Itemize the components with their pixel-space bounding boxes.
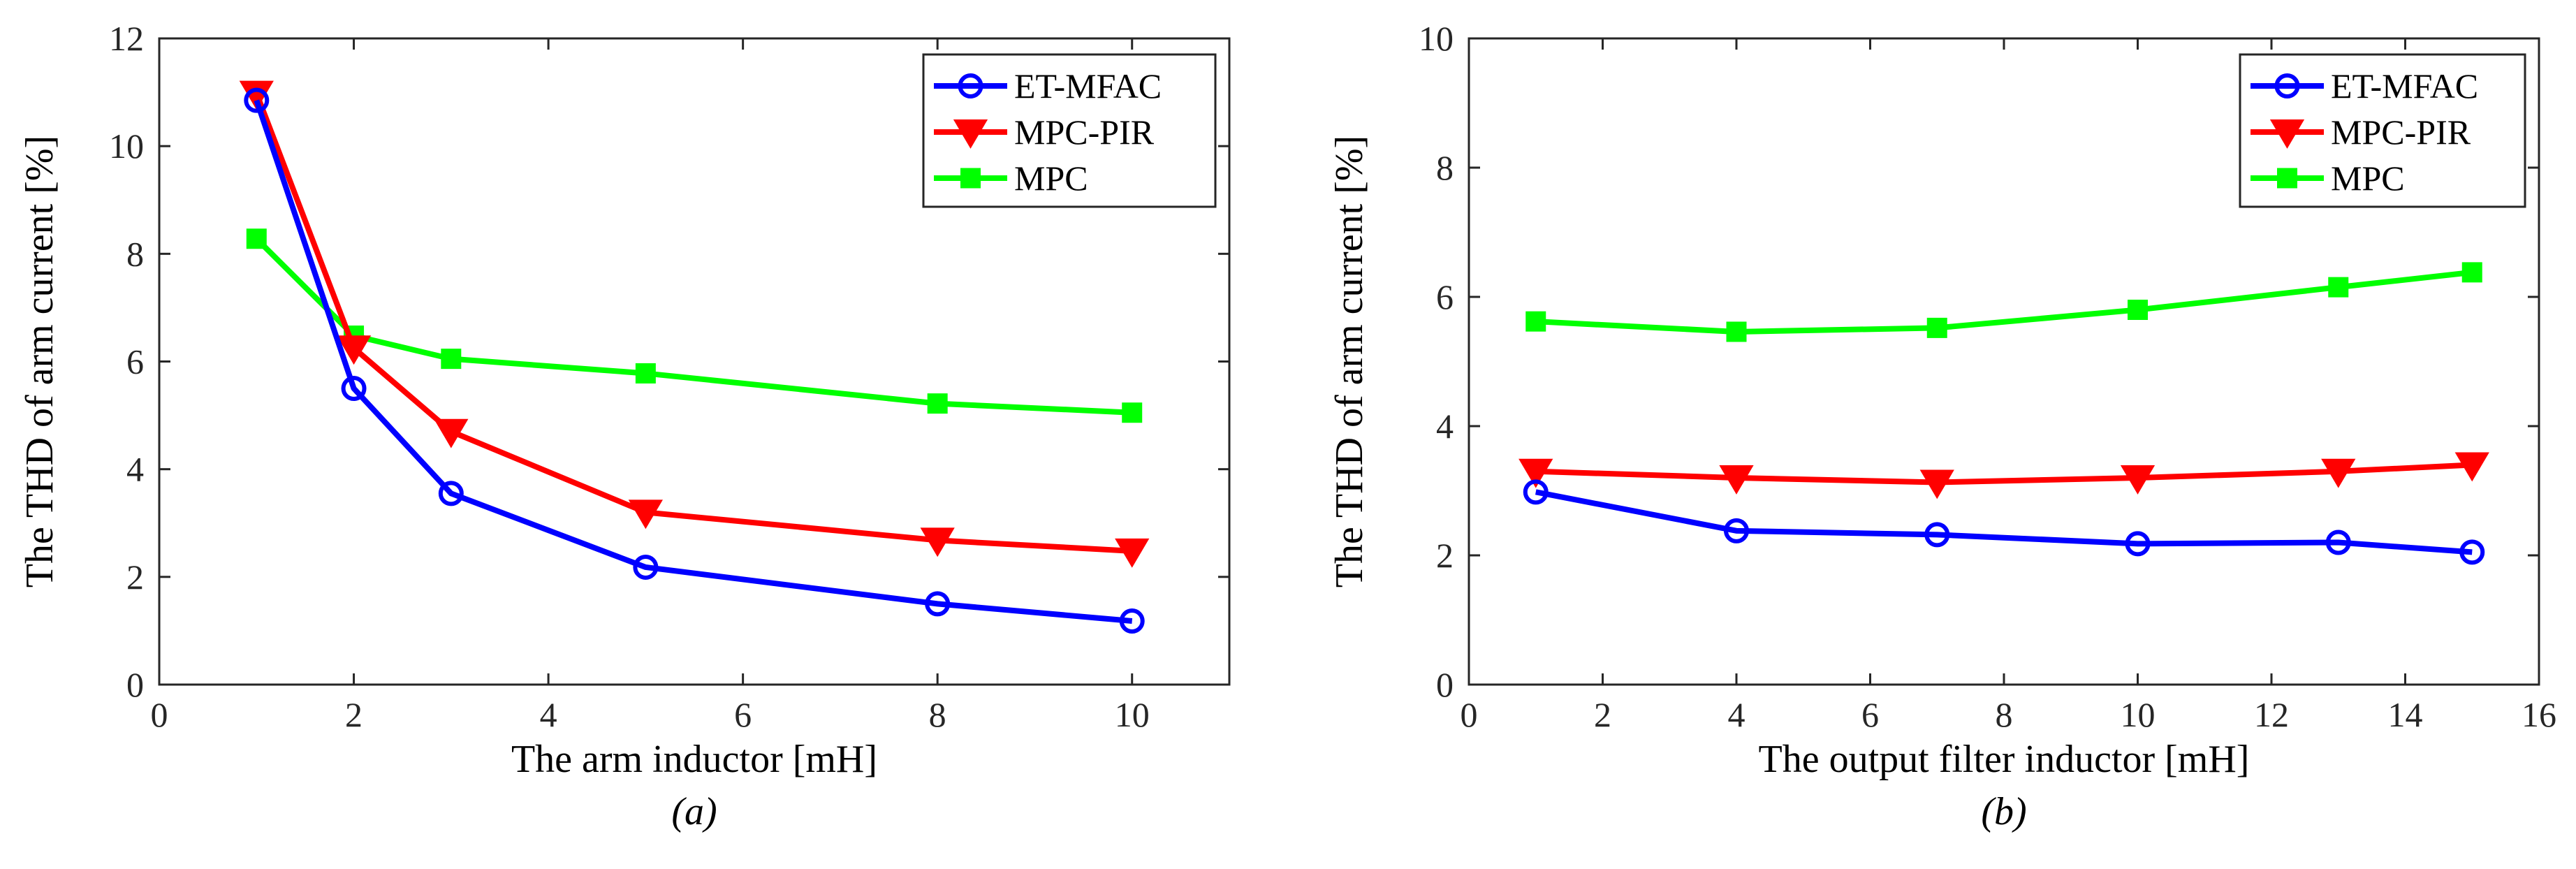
legend-entry-label: ET-MFAC bbox=[2331, 66, 2478, 105]
series-et-mfac bbox=[244, 87, 1145, 634]
x-tick-label: 6 bbox=[1861, 695, 1879, 734]
legend: ET-MFAC MPC-PIR MPC bbox=[922, 53, 1217, 208]
data-point bbox=[1122, 402, 1143, 423]
series-mpc bbox=[1525, 262, 2482, 342]
data-point bbox=[1924, 522, 1950, 548]
x-tick-label: 12 bbox=[2254, 695, 2289, 734]
x-tick-label: 8 bbox=[1996, 695, 2013, 734]
data-point bbox=[2461, 262, 2482, 283]
data-point bbox=[2328, 277, 2349, 298]
data-point bbox=[2321, 458, 2356, 488]
y-tick-label: 0 bbox=[126, 665, 144, 704]
y-tick-label: 8 bbox=[1436, 148, 1454, 187]
y-tick-label: 4 bbox=[126, 450, 144, 489]
series-et-mfac bbox=[1523, 479, 2485, 565]
y-tick-label: 6 bbox=[1436, 277, 1454, 316]
x-tick-label: 2 bbox=[1594, 695, 1611, 734]
series-mpc-pir bbox=[239, 80, 1150, 568]
data-point bbox=[1726, 321, 1747, 342]
data-point bbox=[2125, 531, 2151, 557]
data-point bbox=[341, 376, 367, 402]
x-tick-label: 10 bbox=[2121, 695, 2156, 734]
data-point bbox=[2325, 530, 2351, 555]
data-point bbox=[2459, 539, 2485, 565]
x-tick-label: 4 bbox=[1728, 695, 1746, 734]
x-tick-label: 10 bbox=[1115, 695, 1150, 734]
data-point bbox=[925, 591, 951, 617]
x-tick-label: 6 bbox=[734, 695, 752, 734]
legend-entry-label: ET-MFAC bbox=[1014, 66, 1162, 105]
x-axis-title: The output filter inductor [mH] bbox=[1759, 738, 2250, 781]
data-point bbox=[438, 481, 464, 506]
legend-entry-label: MPC-PIR bbox=[2331, 112, 2471, 152]
data-point bbox=[336, 335, 372, 365]
series-line bbox=[254, 236, 1132, 416]
data-point bbox=[1926, 317, 1947, 338]
series-mpc bbox=[246, 228, 1143, 423]
x-axis-title: The arm inductor [mH] bbox=[511, 738, 877, 781]
x-tick-label: 0 bbox=[151, 695, 168, 734]
panel-caption: (a) bbox=[671, 790, 717, 833]
legend: ET-MFAC MPC-PIR MPC bbox=[2239, 53, 2526, 208]
data-point bbox=[628, 499, 663, 530]
series-line bbox=[1535, 489, 2473, 555]
panel-caption: (b) bbox=[1981, 790, 2026, 833]
series-line bbox=[254, 99, 1133, 625]
data-point bbox=[1724, 518, 1749, 543]
y-tick-label: 2 bbox=[1436, 536, 1454, 575]
legend-swatch-marker bbox=[2274, 73, 2300, 98]
data-point bbox=[1919, 469, 1954, 499]
series-line bbox=[1535, 462, 2473, 485]
series-line bbox=[1535, 269, 2473, 335]
x-tick-label: 14 bbox=[2388, 695, 2423, 734]
legend-swatch-marker bbox=[2269, 119, 2305, 149]
legend-entry-label: MPC-PIR bbox=[1014, 112, 1155, 152]
x-tick-label: 0 bbox=[1461, 695, 1478, 734]
series-line bbox=[254, 92, 1132, 554]
data-point bbox=[2454, 452, 2489, 482]
data-point bbox=[434, 418, 469, 448]
data-point bbox=[633, 554, 659, 580]
y-tick-label: 10 bbox=[109, 126, 144, 166]
legend-swatch-marker bbox=[953, 119, 988, 149]
x-tick-label: 2 bbox=[345, 695, 363, 734]
data-point bbox=[635, 363, 656, 384]
x-tick-label: 8 bbox=[929, 695, 946, 734]
data-point bbox=[244, 87, 270, 113]
data-point bbox=[246, 228, 267, 249]
legend-swatch-marker bbox=[2277, 168, 2297, 189]
chart-panel-b: 0 2 4 6 8 10 12 14 16 0 2 4 6 8 10 The output filter in… bbox=[1328, 19, 2556, 833]
chart-panel-a: 0 2 4 6 8 10 0 2 4 6 8 10 12 The arm inductor [mH] The… bbox=[18, 19, 1231, 833]
y-tick-label: 10 bbox=[1419, 19, 1454, 58]
y-tick-label: 6 bbox=[126, 342, 144, 381]
data-point bbox=[2120, 465, 2156, 495]
y-tick-label: 12 bbox=[109, 19, 144, 58]
y-axis-title: The THD of arm current [%] bbox=[18, 136, 61, 587]
legend-entry-label: MPC bbox=[1014, 159, 1088, 198]
data-point bbox=[441, 349, 462, 370]
y-tick-label: 0 bbox=[1436, 665, 1454, 704]
data-point bbox=[927, 393, 948, 414]
y-axis-title: The THD of arm current [%] bbox=[1328, 136, 1371, 587]
x-tick-label: 16 bbox=[2522, 695, 2556, 734]
y-tick-label: 4 bbox=[1436, 407, 1454, 446]
data-point bbox=[1523, 479, 1549, 505]
series-mpc-pir bbox=[1518, 452, 2489, 499]
y-tick-label: 2 bbox=[126, 557, 144, 597]
y-tick-label: 8 bbox=[126, 234, 144, 273]
data-point bbox=[1119, 608, 1145, 634]
data-point bbox=[920, 527, 955, 557]
legend-swatch-marker bbox=[960, 168, 981, 189]
data-point bbox=[1525, 311, 1546, 332]
data-point bbox=[2128, 300, 2148, 320]
x-tick-label: 4 bbox=[540, 695, 557, 734]
legend-swatch-marker bbox=[958, 73, 983, 98]
data-point bbox=[1518, 458, 1553, 488]
data-point bbox=[1115, 538, 1150, 568]
legend-entry-label: MPC bbox=[2331, 159, 2405, 198]
data-point bbox=[1719, 465, 1754, 495]
